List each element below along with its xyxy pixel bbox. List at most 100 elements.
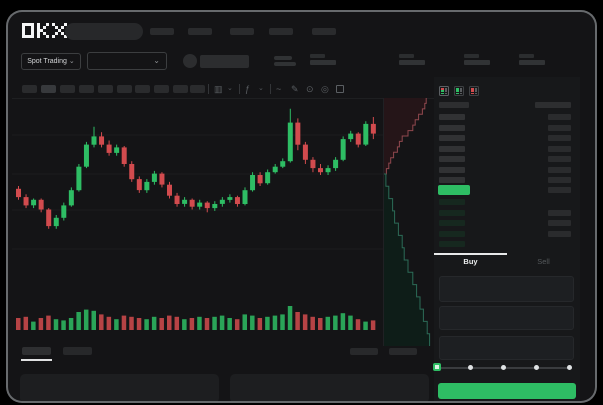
price-input[interactable]: [439, 276, 574, 302]
timeframe-button[interactable]: [190, 85, 205, 93]
ask-row-price-placeholder[interactable]: [439, 156, 465, 162]
bid-row-price-placeholder[interactable]: [439, 241, 465, 247]
book-header-amount-placeholder: [535, 102, 571, 108]
nav-item-placeholder[interactable]: [312, 28, 336, 35]
slider-step-dot[interactable]: [468, 365, 473, 370]
ticker-stat-value-placeholder: [519, 60, 545, 65]
combined-book-view[interactable]: [439, 86, 449, 96]
depth-chart-separator: [383, 98, 384, 346]
amount-input[interactable]: [439, 306, 574, 330]
ask-row-price-placeholder[interactable]: [439, 135, 465, 141]
bid-row-price-placeholder[interactable]: [439, 220, 465, 226]
buy-tab-underline: [434, 253, 507, 255]
ticker-stat-value-placeholder: [399, 60, 425, 65]
ask-row-price-placeholder[interactable]: [439, 177, 465, 183]
market-type-selector[interactable]: Spot Trading ⌄: [21, 53, 81, 70]
timeframe-button[interactable]: [173, 85, 188, 93]
bid-row-price-placeholder[interactable]: [439, 209, 465, 216]
buy-submit-button[interactable]: [438, 383, 576, 399]
tab-buy[interactable]: Buy: [463, 257, 478, 266]
nav-item-placeholder[interactable]: [230, 28, 254, 35]
chevron-down-icon: ⌄: [227, 85, 233, 92]
book-icon-row: [471, 88, 477, 90]
bid-row-price-placeholder[interactable]: [439, 199, 465, 205]
asks-book-view[interactable]: [469, 86, 479, 96]
book-icon-row: [456, 92, 462, 94]
indicators-icon[interactable]: ƒ: [245, 84, 251, 94]
bids-book-view[interactable]: [454, 86, 464, 96]
chevron-down-icon: ⌄: [68, 57, 75, 65]
timeframe-button[interactable]: [154, 85, 169, 93]
search-input[interactable]: [65, 23, 143, 40]
slider-step-dot[interactable]: [501, 365, 506, 370]
timeframe-button[interactable]: [41, 85, 56, 93]
ticker-stat-label-placeholder: [464, 54, 479, 58]
slider-step-dot[interactable]: [567, 365, 572, 370]
last-price-badge[interactable]: [438, 185, 470, 195]
compare-icon[interactable]: ~: [276, 84, 282, 94]
book-icon-row: [471, 90, 477, 92]
chevron-down-icon: ⌄: [258, 85, 264, 92]
ticker-stat-label-placeholder: [399, 54, 414, 58]
last-price-amount-placeholder: [548, 187, 571, 193]
bottom-tab-placeholder[interactable]: [22, 347, 51, 355]
bid-row-amount-placeholder: [548, 209, 571, 216]
chart-type-icon[interactable]: ▥: [214, 84, 223, 94]
pair-selector[interactable]: ⌄: [87, 52, 167, 70]
bottom-action-placeholder[interactable]: [389, 348, 417, 355]
ask-row-price-placeholder[interactable]: [439, 166, 465, 173]
tab-sell[interactable]: Sell: [537, 257, 550, 266]
screenshot-icon[interactable]: ⊙: [306, 84, 314, 94]
timeframe-button[interactable]: [135, 85, 150, 93]
ask-row-price-placeholder[interactable]: [439, 145, 465, 152]
book-icon-row: [456, 90, 462, 92]
nav-item-placeholder[interactable]: [150, 28, 174, 35]
ask-row-amount-placeholder: [548, 124, 571, 131]
timeframe-button[interactable]: [117, 85, 132, 93]
settings-icon[interactable]: ◎: [321, 84, 329, 94]
nav-item-placeholder[interactable]: [188, 28, 212, 35]
nav-item-placeholder[interactable]: [269, 28, 293, 35]
toolbar-divider: [239, 84, 240, 94]
timeframe-button[interactable]: [22, 85, 37, 93]
bottom-panel-placeholder: [20, 374, 219, 401]
bid-row-amount-placeholder: [548, 230, 571, 237]
timeframe-button[interactable]: [79, 85, 94, 93]
ticker-stat-value-placeholder: [310, 60, 336, 65]
ask-row-price-placeholder[interactable]: [439, 124, 465, 131]
ask-row-price-placeholder[interactable]: [439, 114, 465, 120]
timeframe-button[interactable]: [98, 85, 113, 93]
slider-handle[interactable]: [433, 363, 441, 371]
total-input[interactable]: [439, 336, 574, 360]
ask-row-amount-placeholder: [548, 156, 571, 162]
ticker-stat-value-placeholder: [464, 60, 490, 65]
ask-row-amount-placeholder: [548, 145, 571, 152]
market-type-label: Spot Trading: [27, 58, 67, 65]
ask-row-amount-placeholder: [548, 135, 571, 141]
toolbar-separator: [12, 98, 434, 99]
ask-row-amount-placeholder: [548, 114, 571, 120]
draw-icon[interactable]: ✎: [291, 84, 299, 94]
bid-row-price-placeholder[interactable]: [439, 230, 465, 237]
book-icon-row: [441, 90, 447, 92]
toolbar-divider: [208, 84, 209, 94]
timeframe-button[interactable]: [60, 85, 75, 93]
book-icon-row: [471, 92, 477, 94]
bottom-action-placeholder[interactable]: [350, 348, 378, 355]
ask-row-amount-placeholder: [548, 166, 571, 173]
bottom-tab-placeholder[interactable]: [63, 347, 92, 355]
toolbar-divider: [270, 84, 271, 94]
stat-placeholder: [274, 62, 296, 66]
coin-avatar: [183, 54, 197, 68]
slider-step-dot[interactable]: [534, 365, 539, 370]
book-icon-row: [441, 92, 447, 94]
bid-row-amount-placeholder: [548, 220, 571, 226]
fullscreen-icon[interactable]: [336, 85, 344, 93]
candlestick-chart[interactable]: [12, 98, 384, 344]
ticker-stat-label-placeholder: [310, 54, 325, 58]
amount-slider[interactable]: [440, 367, 572, 369]
ticker-stat-label-placeholder: [519, 54, 534, 58]
ask-row-amount-placeholder: [548, 177, 571, 183]
depth-chart: [384, 98, 431, 346]
